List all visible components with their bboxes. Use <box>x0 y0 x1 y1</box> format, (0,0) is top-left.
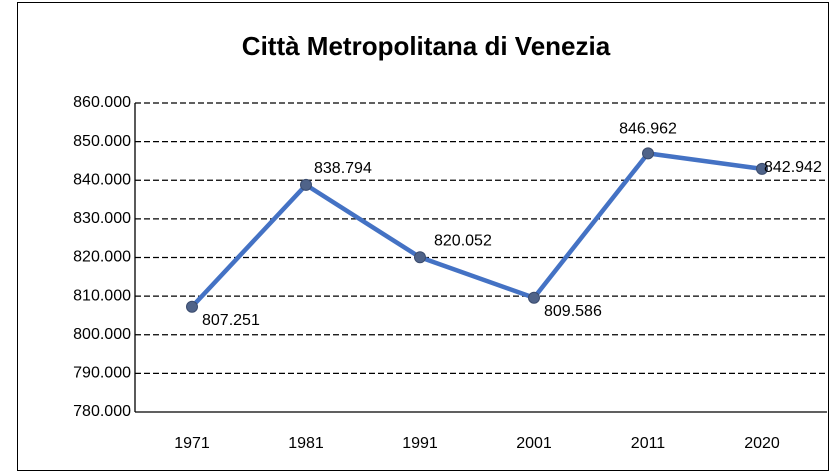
marker <box>756 162 768 175</box>
x-tick-label: 2001 <box>516 435 552 452</box>
y-tick-label: 820.000 <box>73 249 131 266</box>
chart-border <box>17 2 829 471</box>
x-tick-label: 2011 <box>631 435 666 452</box>
data-label: 838.794 <box>314 160 372 177</box>
x-tick-label: 1991 <box>402 435 438 452</box>
marker <box>186 300 198 313</box>
y-tick-label: 850.000 <box>73 133 131 150</box>
data-label: 809.586 <box>544 303 602 320</box>
y-tick-label: 860.000 <box>73 94 131 111</box>
marker <box>642 147 654 160</box>
y-tick-label: 810.000 <box>73 287 131 304</box>
data-label: 807.251 <box>202 312 260 329</box>
data-label: 842.942 <box>764 159 822 176</box>
data-label: 820.052 <box>434 233 492 250</box>
marker <box>528 291 540 304</box>
y-tick-label: 790.000 <box>73 365 131 382</box>
chart-title: Città Metropolitana di Venezia <box>242 31 611 61</box>
y-tick-label: 800.000 <box>73 326 131 343</box>
x-tick-label: 1971 <box>174 435 210 452</box>
x-tick-label: 1981 <box>288 435 324 452</box>
y-tick-label: 780.000 <box>73 403 131 420</box>
marker <box>300 178 312 191</box>
data-label: 846.962 <box>619 121 677 138</box>
line <box>190 151 763 309</box>
y-tick-label: 840.000 <box>73 171 131 188</box>
x-tick-label: 2020 <box>744 435 780 452</box>
y-tick-label: 830.000 <box>73 210 131 227</box>
marker <box>414 251 426 264</box>
